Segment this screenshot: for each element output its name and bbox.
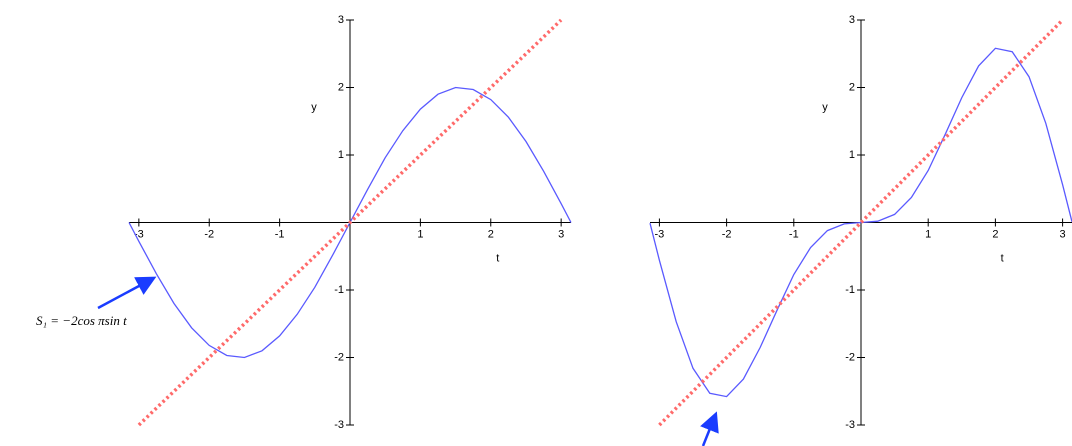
y-tick-label: 1 bbox=[338, 149, 344, 161]
x-tick-label: -3 bbox=[655, 228, 665, 240]
x-tick-label: 1 bbox=[925, 228, 931, 240]
x-tick-label: -2 bbox=[722, 228, 732, 240]
x-tick-label: 2 bbox=[488, 228, 494, 240]
y-tick-label: 2 bbox=[849, 81, 855, 93]
x-tick-label: 3 bbox=[558, 228, 564, 240]
y-tick-label: -2 bbox=[334, 351, 344, 363]
y-tick-label: -1 bbox=[845, 284, 855, 296]
x-axis-label: t bbox=[496, 252, 499, 264]
y-tick-label: 2 bbox=[338, 81, 344, 93]
y-tick-label: -2 bbox=[845, 351, 855, 363]
y-tick-label: -1 bbox=[334, 284, 344, 296]
x-tick-label: -1 bbox=[789, 228, 799, 240]
page: -3 -2 -1 1 2 3 -3 -2 -1 1 2 3 t y S₁ = −2cos πsin t -3 -… bbox=[0, 0, 1072, 446]
y-tick-label: 3 bbox=[849, 14, 855, 26]
y-tick-label: -3 bbox=[334, 419, 344, 431]
x-tick-label: -1 bbox=[275, 228, 285, 240]
y-axis-label: y bbox=[822, 102, 828, 114]
y-tick-label: 1 bbox=[849, 149, 855, 161]
y-tick-label: 3 bbox=[338, 14, 344, 26]
annotation: S₁ = −2cos πsin t bbox=[36, 313, 127, 328]
x-tick-label: -2 bbox=[204, 228, 214, 240]
x-tick-label: 1 bbox=[417, 228, 423, 240]
x-axis-label: t bbox=[1001, 252, 1004, 264]
x-tick-label: 3 bbox=[1060, 228, 1066, 240]
y-tick-label: -3 bbox=[845, 419, 855, 431]
arrow bbox=[98, 279, 152, 308]
arrow bbox=[703, 416, 715, 446]
x-tick-label: 2 bbox=[992, 228, 998, 240]
y-axis-label: y bbox=[311, 102, 317, 114]
